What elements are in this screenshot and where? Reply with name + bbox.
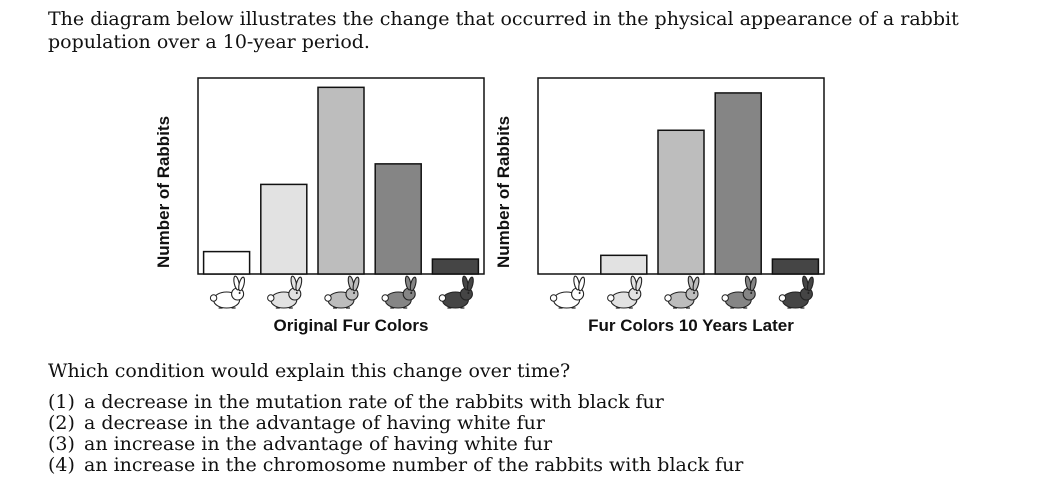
- option-1[interactable]: (1) a decrease in the mutation rate of th…: [48, 392, 1028, 413]
- chart-original-svg: [197, 77, 485, 309]
- intro-text: The diagram below illustrates the change…: [48, 8, 959, 53]
- option-text: an increase in the chromosome number of …: [84, 454, 744, 476]
- rabbit-icon: [324, 275, 360, 309]
- bar-black: [771, 258, 820, 275]
- rabbit-icon: [664, 275, 700, 309]
- bar-gray: [317, 86, 365, 275]
- chart-later: Number of Rabbits Fur Colors 10 Years La…: [494, 72, 848, 342]
- option-4[interactable]: (4) an increase in the chromosome number …: [48, 455, 1028, 476]
- option-text: an increase in the advantage of having w…: [84, 433, 553, 455]
- rabbit-icon: [549, 275, 586, 309]
- rabbit-icon: [267, 275, 303, 309]
- option-number: (3): [48, 433, 75, 455]
- bar-dark-gray: [714, 92, 762, 275]
- chart-later-xlabel: Fur Colors 10 Years Later: [588, 316, 794, 335]
- bar-black: [431, 258, 480, 275]
- chart-later-ylabel: Number of Rabbits: [494, 115, 513, 269]
- option-text: a decrease in the advantage of having wh…: [84, 412, 545, 434]
- rabbit-icon: [721, 275, 757, 309]
- option-2[interactable]: (2) a decrease in the advantage of having…: [48, 413, 1028, 434]
- bar-white: [202, 250, 251, 275]
- option-3[interactable]: (3) an increase in the advantage of havin…: [48, 434, 1028, 455]
- bar-light-gray: [600, 254, 648, 275]
- rabbit-icon: [438, 275, 474, 309]
- rabbit-icon: [381, 275, 417, 309]
- question-text: Which condition would explain this chang…: [48, 360, 571, 382]
- option-number: (2): [48, 412, 75, 434]
- option-text: a decrease in the mutation rate of the r…: [84, 391, 664, 413]
- option-number: (1): [48, 391, 75, 413]
- chart-original: Number of Rabbits Original Fur Colors: [154, 72, 508, 342]
- chart-original-xlabel: Original Fur Colors: [273, 316, 429, 335]
- option-number: (4): [48, 454, 75, 476]
- bar-gray: [657, 129, 705, 275]
- bar-light-gray: [260, 183, 308, 275]
- bar-dark-gray: [374, 163, 422, 275]
- chart-original-ylabel: Number of Rabbits: [154, 115, 173, 269]
- rabbit-icon: [209, 275, 246, 309]
- answer-options: (1) a decrease in the mutation rate of th…: [48, 392, 1028, 476]
- rabbit-icon: [607, 275, 643, 309]
- rabbit-icon: [778, 275, 814, 309]
- chart-later-svg: [537, 77, 825, 309]
